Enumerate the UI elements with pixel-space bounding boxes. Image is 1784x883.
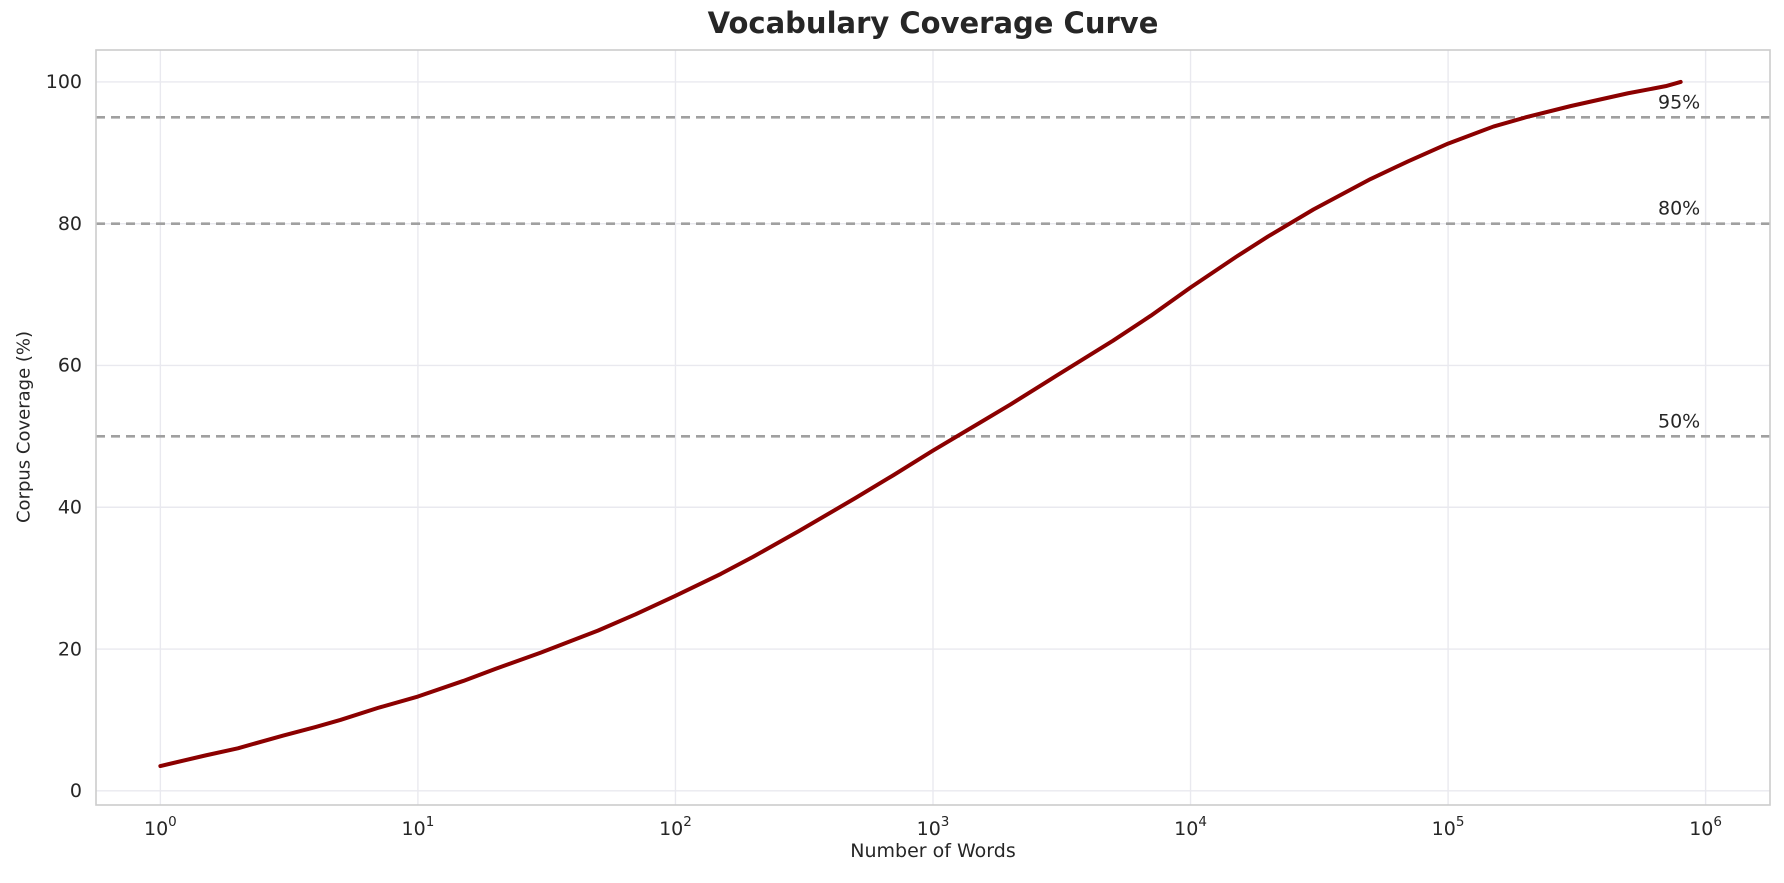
reference-line-label: 80% xyxy=(1658,198,1700,220)
y-tick-label: 0 xyxy=(70,780,82,802)
coverage-curve xyxy=(158,79,1683,769)
y-axis-label: Corpus Coverage (%) xyxy=(13,330,35,524)
chart-title: Vocabulary Coverage Curve xyxy=(707,6,1159,40)
x-axis-label: Number of Words xyxy=(850,840,1016,862)
y-tick-label: 100 xyxy=(46,71,82,93)
reference-lines: 50% 80% 95% xyxy=(96,91,1770,438)
y-tick-label: 20 xyxy=(58,638,82,660)
y-tick-labels: 0 20 40 60 80 100 xyxy=(46,71,82,802)
reference-line-label: 95% xyxy=(1658,91,1700,113)
x-tick-label: 100 xyxy=(144,814,177,840)
y-tick-label: 60 xyxy=(58,355,82,377)
reference-line-label: 50% xyxy=(1658,410,1700,432)
y-tick-label: 40 xyxy=(58,497,82,519)
y-tick-label: 80 xyxy=(58,213,82,235)
plot-border xyxy=(95,49,1771,806)
gridlines xyxy=(96,50,1770,805)
